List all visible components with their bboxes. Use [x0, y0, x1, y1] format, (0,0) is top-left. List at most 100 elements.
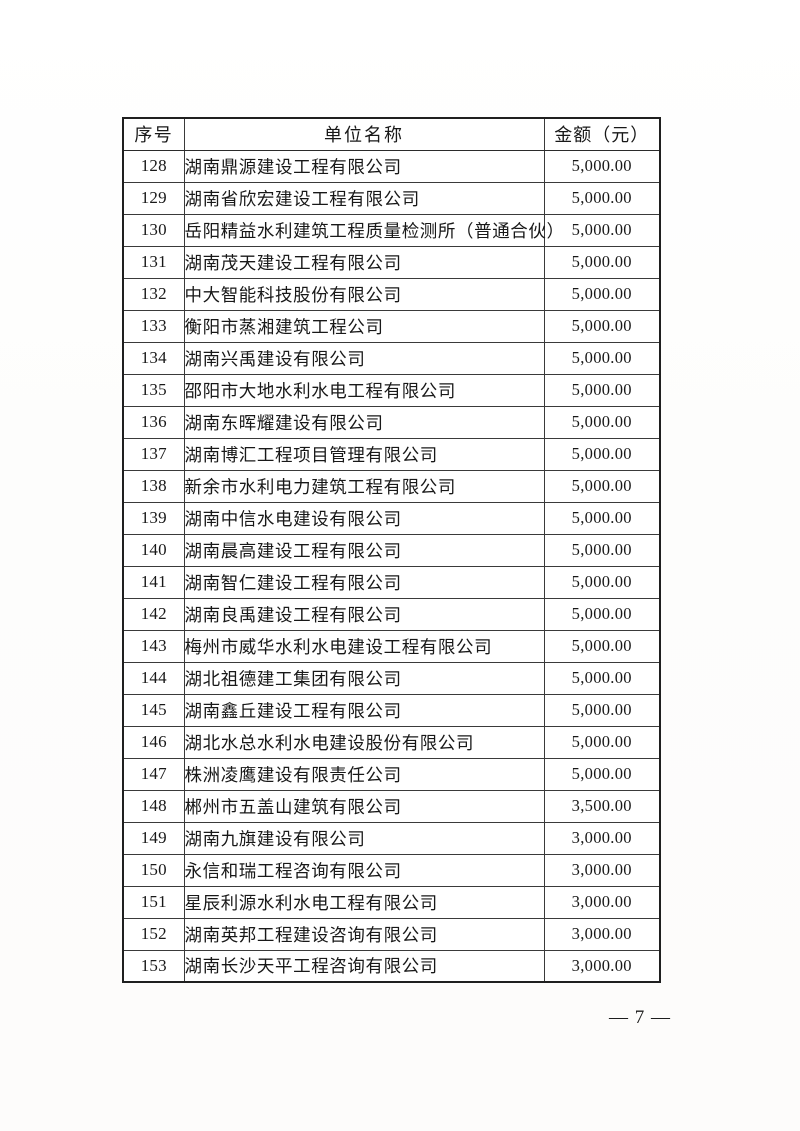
cell-serial-number: 128	[122, 149, 185, 183]
cell-amount: 3,500.00	[543, 789, 661, 823]
cell-serial-number: 141	[122, 565, 185, 599]
cell-serial-number: 153	[122, 949, 185, 983]
table-row: 133 衡阳市蒸湘建筑工程公司 5,000.00	[122, 309, 661, 343]
cell-amount: 5,000.00	[543, 501, 661, 535]
cell-unit-name: 湖南中信水电建设有限公司	[183, 501, 545, 535]
cell-amount: 5,000.00	[543, 725, 661, 759]
cell-amount: 5,000.00	[543, 149, 661, 183]
cell-serial-number: 151	[122, 885, 185, 919]
cell-unit-name: 梅州市威华水利水电建设工程有限公司	[183, 629, 545, 663]
cell-unit-name: 湖南良禹建设工程有限公司	[183, 597, 545, 631]
cell-amount: 5,000.00	[543, 245, 661, 279]
page-number-marker: — 7 —	[609, 1007, 671, 1028]
cell-serial-number: 150	[122, 853, 185, 887]
cell-serial-number: 139	[122, 501, 185, 535]
cell-amount: 5,000.00	[543, 661, 661, 695]
cell-unit-name: 岳阳精益水利建筑工程质量检测所（普通合伙）	[183, 213, 564, 247]
cell-serial-number: 148	[122, 789, 185, 823]
cell-amount: 3,000.00	[543, 821, 661, 855]
cell-serial-number: 133	[122, 309, 185, 343]
cell-unit-name: 湖南智仁建设工程有限公司	[183, 565, 545, 599]
table-row: 129 湖南省欣宏建设工程有限公司 5,000.00	[122, 181, 661, 215]
table-row: 131 湖南茂天建设工程有限公司 5,000.00	[122, 245, 661, 279]
table-row: 137 湖南博汇工程项目管理有限公司 5,000.00	[122, 437, 661, 471]
cell-unit-name: 永信和瑞工程咨询有限公司	[183, 853, 545, 887]
cell-unit-name: 湖南兴禹建设有限公司	[183, 341, 545, 375]
column-header-amount: 金额（元）	[543, 117, 661, 151]
table-row: 145 湖南鑫丘建设工程有限公司 5,000.00	[122, 693, 661, 727]
cell-serial-number: 135	[122, 373, 185, 407]
cell-unit-name: 新余市水利电力建筑工程有限公司	[183, 469, 545, 503]
cell-serial-number: 136	[122, 405, 185, 439]
cell-unit-name: 湖南鑫丘建设工程有限公司	[183, 693, 545, 727]
cell-unit-name: 中大智能科技股份有限公司	[183, 277, 545, 311]
table-row: 132 中大智能科技股份有限公司 5,000.00	[122, 277, 661, 311]
table-row: 147 株洲凌鹰建设有限责任公司 5,000.00	[122, 757, 661, 791]
cell-amount: 3,000.00	[543, 917, 661, 951]
table-row: 146 湖北水总水利水电建设股份有限公司 5,000.00	[122, 725, 661, 759]
cell-amount: 3,000.00	[543, 949, 661, 983]
table-row: 150 永信和瑞工程咨询有限公司 3,000.00	[122, 853, 661, 887]
table-row: 141 湖南智仁建设工程有限公司 5,000.00	[122, 565, 661, 599]
table-row: 139 湖南中信水电建设有限公司 5,000.00	[122, 501, 661, 535]
cell-unit-name: 郴州市五盖山建筑有限公司	[183, 789, 545, 823]
cell-amount: 5,000.00	[543, 565, 661, 599]
cell-amount: 5,000.00	[543, 533, 661, 567]
column-header-serial-number: 序号	[122, 117, 185, 151]
cell-serial-number: 147	[122, 757, 185, 791]
cell-serial-number: 146	[122, 725, 185, 759]
cell-unit-name: 湖北水总水利水电建设股份有限公司	[183, 725, 545, 759]
cell-unit-name: 湖南茂天建设工程有限公司	[183, 245, 545, 279]
table-header: 序号 单位名称 金额（元）	[122, 117, 661, 151]
cell-serial-number: 138	[122, 469, 185, 503]
cell-amount: 5,000.00	[543, 277, 661, 311]
cell-amount: 5,000.00	[543, 597, 661, 631]
cell-unit-name: 邵阳市大地水利水电工程有限公司	[183, 373, 545, 407]
cell-unit-name: 湖南九旗建设有限公司	[183, 821, 545, 855]
cell-amount: 5,000.00	[543, 437, 661, 471]
cell-serial-number: 134	[122, 341, 185, 375]
cell-unit-name: 湖南东晖耀建设有限公司	[183, 405, 545, 439]
table-row: 143 梅州市威华水利水电建设工程有限公司 5,000.00	[122, 629, 661, 663]
table-row: 138 新余市水利电力建筑工程有限公司 5,000.00	[122, 469, 661, 503]
table-row: 149 湖南九旗建设有限公司 3,000.00	[122, 821, 661, 855]
table-row: 151 星辰利源水利水电工程有限公司 3,000.00	[122, 885, 661, 919]
table-row: 142 湖南良禹建设工程有限公司 5,000.00	[122, 597, 661, 631]
cell-amount: 3,000.00	[543, 885, 661, 919]
cell-unit-name: 湖南晨高建设工程有限公司	[183, 533, 545, 567]
cell-amount: 5,000.00	[543, 405, 661, 439]
cell-serial-number: 149	[122, 821, 185, 855]
cell-serial-number: 142	[122, 597, 185, 631]
cell-amount: 5,000.00	[543, 213, 661, 247]
cell-amount: 3,000.00	[543, 853, 661, 887]
cell-unit-name: 星辰利源水利水电工程有限公司	[183, 885, 545, 919]
cell-unit-name: 湖南省欣宏建设工程有限公司	[183, 181, 545, 215]
cell-serial-number: 131	[122, 245, 185, 279]
cell-amount: 5,000.00	[543, 693, 661, 727]
table-row: 153 湖南长沙天平工程咨询有限公司 3,000.00	[122, 949, 661, 983]
cell-amount: 5,000.00	[543, 181, 661, 215]
table-row: 136 湖南东晖耀建设有限公司 5,000.00	[122, 405, 661, 439]
cell-unit-name: 湖南博汇工程项目管理有限公司	[183, 437, 545, 471]
cell-unit-name: 株洲凌鹰建设有限责任公司	[183, 757, 545, 791]
cell-amount: 5,000.00	[543, 469, 661, 503]
cell-serial-number: 129	[122, 181, 185, 215]
cell-serial-number: 140	[122, 533, 185, 567]
cell-amount: 5,000.00	[543, 373, 661, 407]
cell-amount: 5,000.00	[543, 309, 661, 343]
table-row: 144 湖北祖德建工集团有限公司 5,000.00	[122, 661, 661, 695]
cell-unit-name: 湖南鼎源建设工程有限公司	[183, 149, 545, 183]
table-row: 140 湖南晨高建设工程有限公司 5,000.00	[122, 533, 661, 567]
cell-serial-number: 144	[122, 661, 185, 695]
cell-serial-number: 143	[122, 629, 185, 663]
cell-amount: 5,000.00	[543, 341, 661, 375]
cell-amount: 5,000.00	[543, 757, 661, 791]
table-body: 128 湖南鼎源建设工程有限公司 5,000.00 129 湖南省欣宏建设工程有限公司 5…	[122, 149, 661, 983]
table-row: 130 岳阳精益水利建筑工程质量检测所（普通合伙） 5,000.00	[122, 213, 661, 247]
column-header-unit-name: 单位名称	[183, 117, 545, 151]
table-row: 148 郴州市五盖山建筑有限公司 3,500.00	[122, 789, 661, 823]
refund-table-container: 序号 单位名称 金额（元） 128 湖南鼎源建设工程有限公司 5,000.00 129…	[122, 117, 661, 983]
table-row: 134 湖南兴禹建设有限公司 5,000.00	[122, 341, 661, 375]
cell-amount: 5,000.00	[543, 629, 661, 663]
